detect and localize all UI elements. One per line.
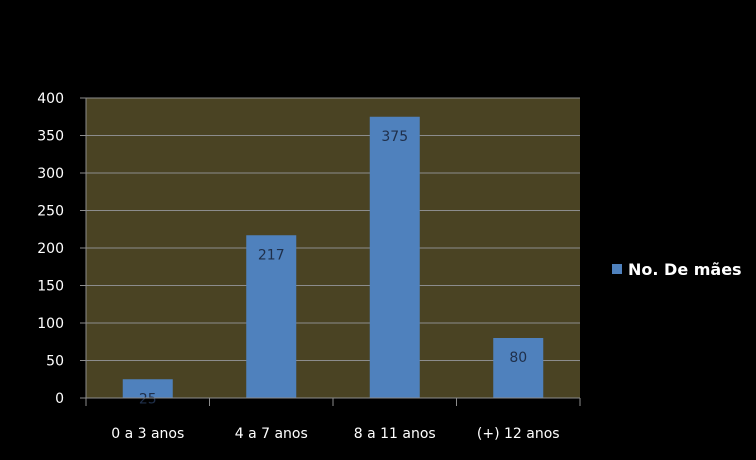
data-label: 25 — [139, 391, 157, 407]
data-label: 80 — [509, 350, 527, 366]
y-tick-label: 150 — [37, 279, 64, 295]
y-tick-label: 200 — [37, 241, 64, 257]
bar — [122, 379, 173, 398]
legend-swatch — [612, 264, 622, 274]
x-category-label: 0 a 3 anos — [111, 426, 184, 442]
axes — [85, 98, 580, 399]
y-tick-label: 400 — [37, 91, 64, 107]
x-category-label: 8 a 11 anos — [354, 426, 436, 442]
x-category-label: 4 a 7 anos — [235, 426, 308, 442]
bar — [493, 338, 544, 398]
data-label: 375 — [381, 129, 408, 145]
y-tick-label: 300 — [37, 166, 64, 182]
x-axis-categories: 0 a 3 anos 4 a 7 anos 8 a 11 anos (+) 12 an… — [85, 398, 581, 442]
y-tick-label: 350 — [37, 129, 64, 145]
y-axis-ticks: 0 50 100 150 200 250 300 350 400 — [37, 91, 86, 407]
y-tick-label: 50 — [46, 354, 64, 370]
bar — [246, 235, 297, 398]
gridlines — [86, 97, 580, 361]
legend-label: No. De mães — [628, 260, 742, 279]
y-tick-label: 100 — [37, 316, 64, 332]
bars — [122, 116, 544, 398]
y-tick-label: 250 — [37, 204, 64, 220]
x-category-label: (+) 12 anos — [477, 426, 560, 442]
data-label: 217 — [258, 247, 285, 263]
bar — [369, 116, 420, 398]
legend: No. De mães — [612, 260, 742, 279]
y-tick-label: 0 — [55, 391, 64, 407]
data-labels: 25 217 375 80 — [139, 129, 527, 408]
